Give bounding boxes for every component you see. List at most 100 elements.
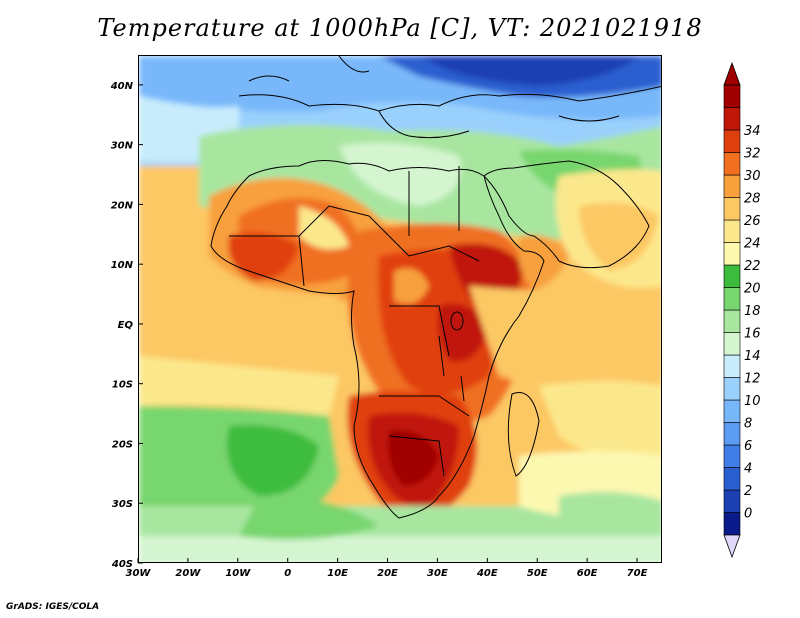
cape-ocean-cool: [239, 496, 379, 540]
colorbar-swatch: [723, 242, 741, 266]
south-atlantic-cooler: [227, 425, 319, 496]
colorbar-over-arrow: [723, 61, 741, 86]
colorbar-swatch: [723, 309, 741, 333]
x-tick-label: 20W: [175, 568, 201, 579]
x-tick-label: 40E: [476, 568, 498, 579]
sahel-warm-patch: [299, 206, 349, 250]
colorbar-swatch: [723, 512, 741, 536]
x-tick-label: 70E: [627, 568, 648, 579]
colorbar-swatch: [723, 264, 741, 288]
arabia-coastline: [483, 160, 650, 269]
south-indian-cool: [559, 492, 661, 531]
atlantic-cooling-band: [139, 356, 339, 416]
colorbar-label: 16: [744, 327, 761, 342]
kalahari-core: [388, 430, 439, 486]
colorbar-swatch: [723, 129, 741, 153]
colorbar-label: 8: [744, 417, 752, 432]
colorbar-label: 34: [744, 124, 761, 139]
y-axis: 40N 30N 20N 10N EQ 10S 20S 30S 40S: [110, 81, 143, 570]
colorbar-label: 32: [744, 147, 761, 162]
colorbar-swatch: [723, 107, 741, 131]
colorbar-label: 6: [744, 439, 752, 454]
congo-cooler-patch: [394, 268, 429, 304]
colorbar-label: 26: [744, 214, 761, 229]
y-tick-label: 10N: [111, 260, 134, 271]
border-southern: [388, 435, 445, 477]
border-south-central: [379, 395, 470, 417]
colorbar-swatch: [723, 152, 741, 176]
temperature-field: [139, 56, 661, 562]
black-sea-cold-core: [419, 56, 639, 86]
mediterranean-coast: [378, 110, 470, 139]
colorbar-label: 22: [744, 259, 761, 274]
indian-ocean-warm: [469, 286, 661, 390]
map-panel: [138, 55, 662, 563]
y-tick-label: 10S: [112, 380, 133, 391]
coastlines: [210, 56, 661, 519]
europe-coastline: [238, 85, 661, 112]
colorbar-label: 18: [744, 304, 761, 319]
colorbar-label: 2: [744, 484, 752, 499]
border-congo: [389, 305, 450, 357]
colorbar-swatch: [723, 422, 741, 446]
y-tick-label: 30N: [111, 141, 134, 152]
colorbar-swatch: [723, 174, 741, 198]
colorbar-label: 20: [744, 282, 761, 297]
indian-ocean-mild: [539, 381, 661, 459]
border-central-north: [368, 215, 480, 262]
colorbar-swatch: [723, 377, 741, 401]
west-africa-hottest: [228, 232, 299, 281]
colorbar-under-arrow: [723, 534, 741, 559]
africa-coastline: [210, 160, 545, 519]
iberia-coast: [248, 75, 290, 82]
x-axis: 30W 20W 10W 0 10E 20E 30E 40E 50E 60E 70E: [126, 558, 648, 579]
madagascar-warm: [505, 394, 539, 476]
colorbar-swatch: [723, 399, 741, 423]
levant-coast: [558, 115, 620, 122]
lake-malawi: [460, 375, 465, 402]
x-tick-label: 30W: [126, 568, 152, 579]
grads-credit: GrADS: IGES/COLA: [6, 602, 100, 612]
colorbar-label: 4: [744, 462, 752, 477]
x-tick-label: 10W: [225, 568, 251, 579]
y-tick-label: 30S: [112, 499, 133, 510]
colorbar-swatch: [723, 287, 741, 311]
x-tick-label: 20E: [377, 568, 398, 579]
y-tick-label: 40S: [111, 559, 133, 570]
x-tick-label: 30E: [427, 568, 448, 579]
colorbar-label: 14: [744, 349, 761, 364]
colorbar-swatch: [723, 467, 741, 491]
y-tick-label: 20S: [112, 439, 133, 450]
colorbar-swatch: [723, 489, 741, 513]
colorbar-label: 24: [744, 237, 761, 252]
colorbar-swatch: [723, 219, 741, 243]
colorbar-swatch: [723, 332, 741, 356]
x-tick-label: 10E: [327, 568, 348, 579]
y-tick-label: 20N: [111, 200, 134, 211]
lake-tanganyika: [438, 335, 445, 377]
colorbar-label: 28: [744, 192, 761, 207]
map-title: Temperature at 1000hPa [C], VT: 20210219…: [97, 14, 703, 42]
tropical-atlantic-warm: [139, 266, 339, 386]
colorbar-label: 30: [744, 169, 761, 184]
colorbar-swatch: [723, 197, 741, 221]
colorbar-swatch: [723, 444, 741, 468]
arabia-warmer: [579, 202, 659, 271]
y-tick-label: 40N: [110, 81, 134, 92]
southern-ocean-cool: [139, 536, 661, 562]
sahara-cool-patch: [339, 142, 461, 206]
colorbar-label: 12: [744, 372, 761, 387]
colorbar-swatch: [723, 354, 741, 378]
lake-victoria: [450, 311, 464, 331]
lake-region-hottest: [437, 303, 489, 362]
x-tick-label: 0: [284, 568, 291, 579]
border-west-africa: [229, 205, 370, 237]
madagascar-coastline: [507, 392, 540, 477]
x-tick-label: 60E: [577, 568, 598, 579]
x-tick-label: 50E: [527, 568, 548, 579]
colorbar-label: 0: [744, 507, 752, 522]
colorbar-label: 10: [744, 394, 761, 409]
border-sahel: [298, 235, 305, 287]
